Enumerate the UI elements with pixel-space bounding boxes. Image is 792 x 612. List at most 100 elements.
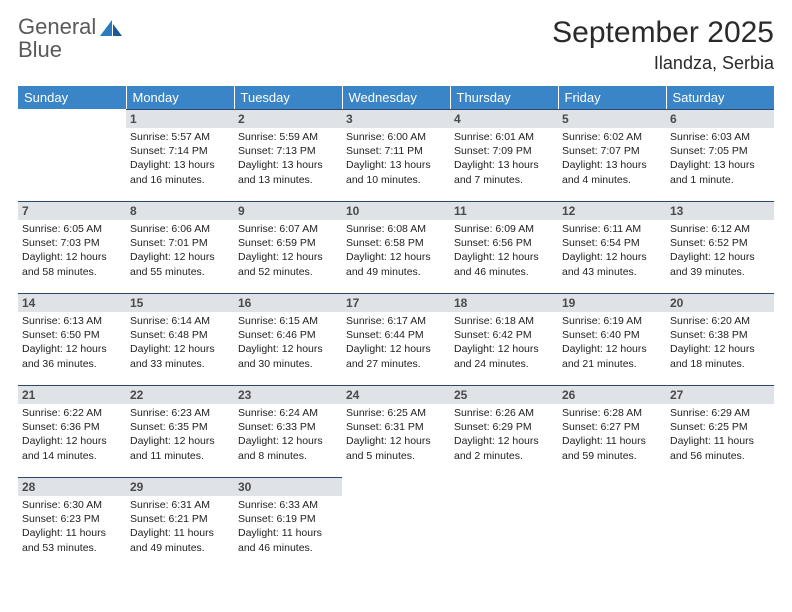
- calendar-cell: 14 Sunrise: 6:13 AMSunset: 6:50 PMDayligh…: [18, 293, 126, 385]
- header: General Blue September 2025 Ilandza, Ser…: [18, 16, 774, 74]
- day-details: Sunrise: 6:28 AMSunset: 6:27 PMDaylight:…: [562, 406, 662, 463]
- calendar-cell: 28 Sunrise: 6:30 AMSunset: 6:23 PMDayligh…: [18, 477, 126, 569]
- calendar-week-row: 1 Sunrise: 5:57 AMSunset: 7:14 PMDaylight…: [18, 109, 774, 201]
- calendar-cell: 12Sunrise: 6:11 AMSunset: 6:54 PMDayligh…: [558, 201, 666, 293]
- calendar-cell: 11Sunrise: 6:09 AMSunset: 6:56 PMDayligh…: [450, 201, 558, 293]
- weekday-header: Sunday: [18, 86, 126, 109]
- day-details: Sunrise: 6:26 AMSunset: 6:29 PMDaylight:…: [454, 406, 554, 463]
- day-number: 21: [18, 385, 126, 404]
- calendar-week-row: 14 Sunrise: 6:13 AMSunset: 6:50 PMDayligh…: [18, 293, 774, 385]
- calendar-cell: 30Sunrise: 6:33 AMSunset: 6:19 PMDayligh…: [234, 477, 342, 569]
- day-number: 2: [234, 109, 342, 128]
- day-number: 29: [126, 477, 234, 496]
- day-number: 22: [126, 385, 234, 404]
- calendar-cell: 7 Sunrise: 6:05 AMSunset: 7:03 PMDaylight…: [18, 201, 126, 293]
- day-number: 15: [126, 293, 234, 312]
- weekday-header: Wednesday: [342, 86, 450, 109]
- day-number: 23: [234, 385, 342, 404]
- calendar-cell: 21 Sunrise: 6:22 AMSunset: 6:36 PMDayligh…: [18, 385, 126, 477]
- day-number: 13: [666, 201, 774, 220]
- calendar-cell: [666, 477, 774, 569]
- calendar-cell: 6 Sunrise: 6:03 AMSunset: 7:05 PMDaylight…: [666, 109, 774, 201]
- day-details: Sunrise: 6:08 AMSunset: 6:58 PMDaylight:…: [346, 222, 446, 279]
- calendar-cell: 27 Sunrise: 6:29 AMSunset: 6:25 PMDayligh…: [666, 385, 774, 477]
- calendar-cell: 1 Sunrise: 5:57 AMSunset: 7:14 PMDaylight…: [126, 109, 234, 201]
- day-number: 26: [558, 385, 666, 404]
- day-details: Sunrise: 6:13 AMSunset: 6:50 PMDaylight:…: [22, 314, 122, 371]
- weekday-header-row: SundayMondayTuesdayWednesdayThursdayFrid…: [18, 86, 774, 109]
- day-details: Sunrise: 5:59 AMSunset: 7:13 PMDaylight:…: [238, 130, 338, 187]
- day-details: Sunrise: 6:02 AMSunset: 7:07 PMDaylight:…: [562, 130, 662, 187]
- calendar-cell: 29 Sunrise: 6:31 AMSunset: 6:21 PMDayligh…: [126, 477, 234, 569]
- day-details: Sunrise: 6:31 AMSunset: 6:21 PMDaylight:…: [130, 498, 230, 555]
- day-number: 9: [234, 201, 342, 220]
- calendar-week-row: 28 Sunrise: 6:30 AMSunset: 6:23 PMDayligh…: [18, 477, 774, 569]
- day-number: 4: [450, 109, 558, 128]
- day-details: Sunrise: 6:22 AMSunset: 6:36 PMDaylight:…: [22, 406, 122, 463]
- day-details: Sunrise: 6:12 AMSunset: 6:52 PMDaylight:…: [670, 222, 770, 279]
- calendar-cell: 24 Sunrise: 6:25 AMSunset: 6:31 PMDayligh…: [342, 385, 450, 477]
- day-number: 8: [126, 201, 234, 220]
- day-details: Sunrise: 6:24 AMSunset: 6:33 PMDaylight:…: [238, 406, 338, 463]
- weekday-header: Thursday: [450, 86, 558, 109]
- weekday-header: Friday: [558, 86, 666, 109]
- day-details: Sunrise: 6:20 AMSunset: 6:38 PMDaylight:…: [670, 314, 770, 371]
- weekday-header: Tuesday: [234, 86, 342, 109]
- calendar-cell: 26 Sunrise: 6:28 AMSunset: 6:27 PMDayligh…: [558, 385, 666, 477]
- calendar-cell: [558, 477, 666, 569]
- day-details: Sunrise: 6:03 AMSunset: 7:05 PMDaylight:…: [670, 130, 770, 187]
- day-number: 27: [666, 385, 774, 404]
- day-details: Sunrise: 6:05 AMSunset: 7:03 PMDaylight:…: [22, 222, 122, 279]
- logo-word1: General: [18, 14, 96, 39]
- calendar-cell: 8Sunrise: 6:06 AMSunset: 7:01 PMDaylight…: [126, 201, 234, 293]
- weekday-header: Saturday: [666, 86, 774, 109]
- calendar-cell: 15 Sunrise: 6:14 AMSunset: 6:48 PMDayligh…: [126, 293, 234, 385]
- day-number: 30: [234, 477, 342, 496]
- calendar-cell: 19 Sunrise: 6:19 AMSunset: 6:40 PMDayligh…: [558, 293, 666, 385]
- day-number: 7: [18, 201, 126, 220]
- day-details: Sunrise: 5:57 AMSunset: 7:14 PMDaylight:…: [130, 130, 230, 187]
- day-details: Sunrise: 6:19 AMSunset: 6:40 PMDaylight:…: [562, 314, 662, 371]
- month-title: September 2025: [552, 16, 774, 49]
- calendar-cell: 9 Sunrise: 6:07 AMSunset: 6:59 PMDaylight…: [234, 201, 342, 293]
- sail-icon: [98, 18, 124, 38]
- day-number: 17: [342, 293, 450, 312]
- day-details: Sunrise: 6:07 AMSunset: 6:59 PMDaylight:…: [238, 222, 338, 279]
- logo-word2: Blue: [18, 37, 62, 62]
- calendar-body: 1 Sunrise: 5:57 AMSunset: 7:14 PMDaylight…: [18, 109, 774, 569]
- day-number: 6: [666, 109, 774, 128]
- day-number: 3: [342, 109, 450, 128]
- logo: General Blue: [18, 16, 124, 62]
- calendar-cell: 10Sunrise: 6:08 AMSunset: 6:58 PMDayligh…: [342, 201, 450, 293]
- day-details: Sunrise: 6:30 AMSunset: 6:23 PMDaylight:…: [22, 498, 122, 555]
- calendar-week-row: 7 Sunrise: 6:05 AMSunset: 7:03 PMDaylight…: [18, 201, 774, 293]
- calendar-week-row: 21 Sunrise: 6:22 AMSunset: 6:36 PMDayligh…: [18, 385, 774, 477]
- calendar-cell: 25Sunrise: 6:26 AMSunset: 6:29 PMDayligh…: [450, 385, 558, 477]
- day-number: 5: [558, 109, 666, 128]
- day-details: Sunrise: 6:23 AMSunset: 6:35 PMDaylight:…: [130, 406, 230, 463]
- calendar-cell: 3 Sunrise: 6:00 AMSunset: 7:11 PMDaylight…: [342, 109, 450, 201]
- day-number: 1: [126, 109, 234, 128]
- day-details: Sunrise: 6:25 AMSunset: 6:31 PMDaylight:…: [346, 406, 446, 463]
- calendar-cell: [342, 477, 450, 569]
- day-number: 19: [558, 293, 666, 312]
- day-details: Sunrise: 6:17 AMSunset: 6:44 PMDaylight:…: [346, 314, 446, 371]
- day-details: Sunrise: 6:00 AMSunset: 7:11 PMDaylight:…: [346, 130, 446, 187]
- day-number: 20: [666, 293, 774, 312]
- day-number: 12: [558, 201, 666, 220]
- calendar-cell: 4Sunrise: 6:01 AMSunset: 7:09 PMDaylight…: [450, 109, 558, 201]
- day-number: 24: [342, 385, 450, 404]
- calendar-cell: 5 Sunrise: 6:02 AMSunset: 7:07 PMDaylight…: [558, 109, 666, 201]
- weekday-header: Monday: [126, 86, 234, 109]
- day-number: 28: [18, 477, 126, 496]
- day-number: 14: [18, 293, 126, 312]
- day-details: Sunrise: 6:18 AMSunset: 6:42 PMDaylight:…: [454, 314, 554, 371]
- day-details: Sunrise: 6:29 AMSunset: 6:25 PMDaylight:…: [670, 406, 770, 463]
- calendar-cell: 18Sunrise: 6:18 AMSunset: 6:42 PMDayligh…: [450, 293, 558, 385]
- title-block: September 2025 Ilandza, Serbia: [552, 16, 774, 74]
- day-number: 16: [234, 293, 342, 312]
- calendar-cell: [450, 477, 558, 569]
- day-details: Sunrise: 6:15 AMSunset: 6:46 PMDaylight:…: [238, 314, 338, 371]
- day-details: Sunrise: 6:14 AMSunset: 6:48 PMDaylight:…: [130, 314, 230, 371]
- calendar-cell: 22 Sunrise: 6:23 AMSunset: 6:35 PMDayligh…: [126, 385, 234, 477]
